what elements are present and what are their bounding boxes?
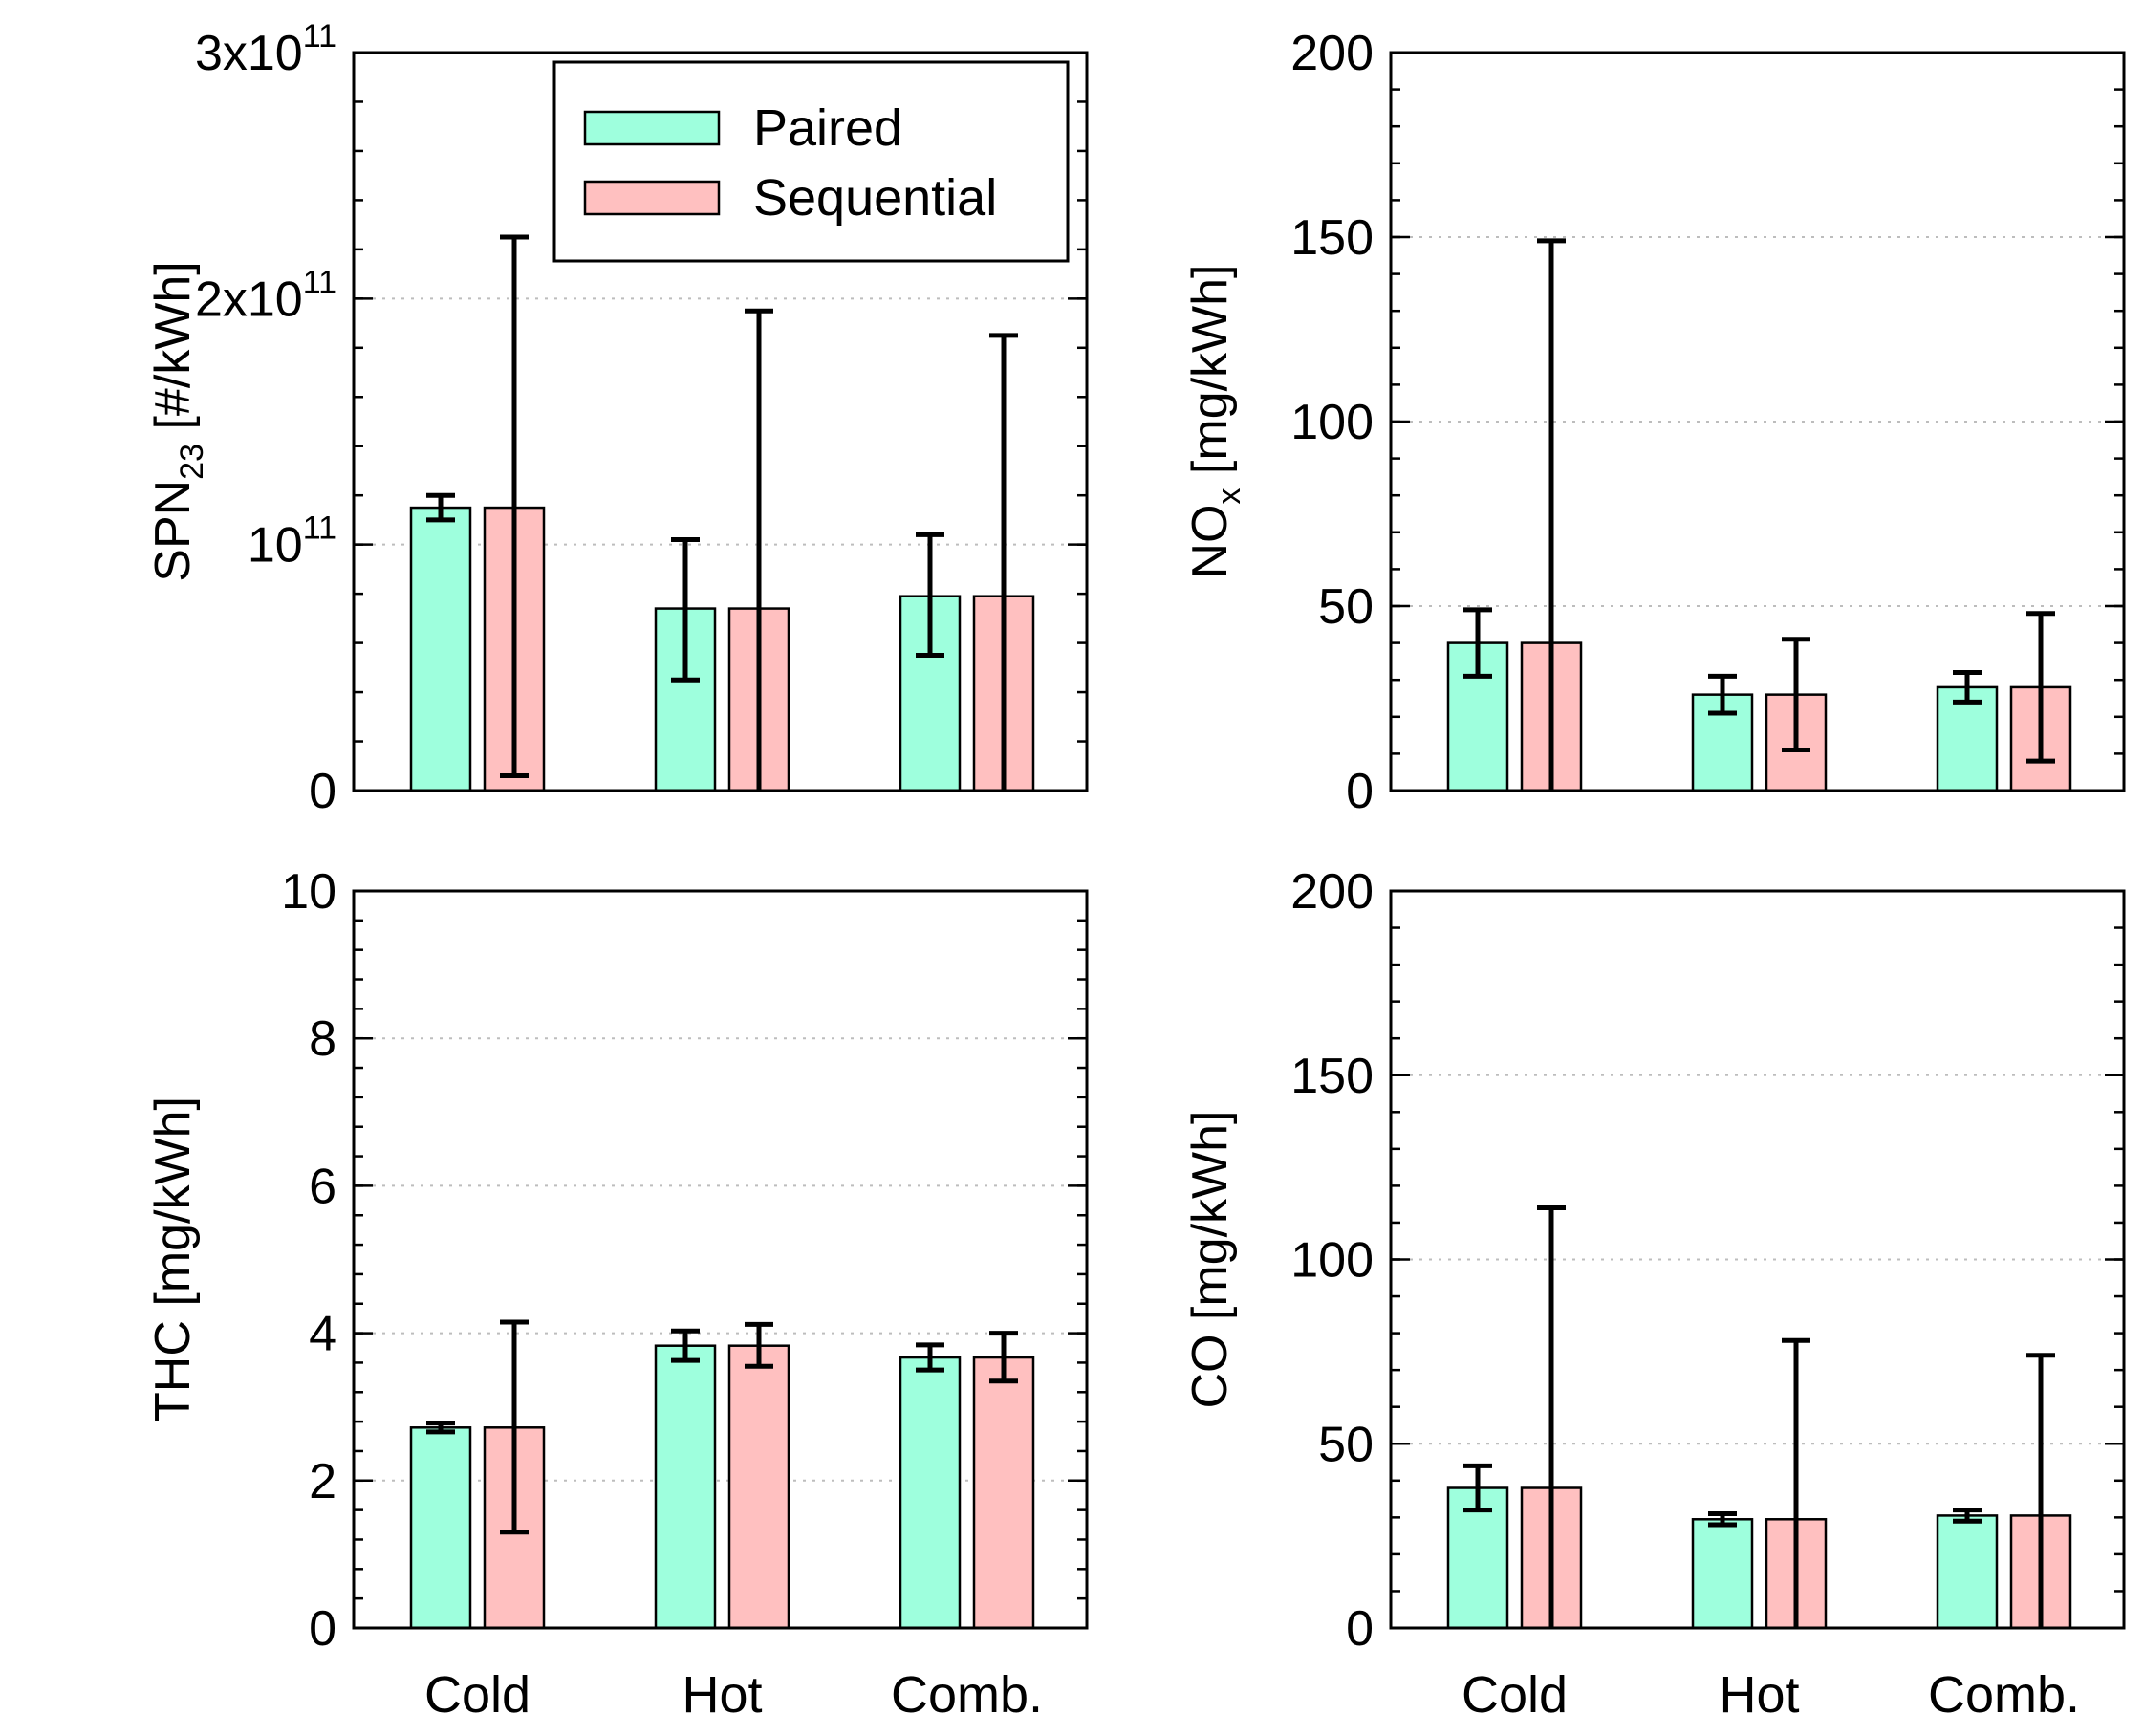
spn-panel: 0 1011 2x1011 3x1011 SPN23 [#/kWh] — [145, 18, 1089, 819]
spn-ytick-label: 0 — [309, 764, 336, 819]
nox-bar-paired-comb — [1936, 685, 1999, 792]
legend-swatch-paired — [583, 110, 721, 146]
co-plot-frame — [1389, 889, 2126, 1630]
legend-label-sequential: Sequential — [753, 169, 997, 227]
thc-ytick-label: 2 — [309, 1454, 336, 1509]
nox-ylabel: NOx [mg/kWh] — [1182, 264, 1247, 578]
spn-bar-paired-cold — [409, 506, 472, 792]
nox-ytick-label: 50 — [1318, 579, 1374, 635]
thc-bar-paired-hot — [654, 1344, 717, 1630]
thc-ytick-label: 6 — [309, 1159, 336, 1214]
thc-bar-sequential-comb — [972, 1356, 1035, 1630]
thc-bar-paired-comb — [899, 1356, 962, 1630]
thc-category-label: Comb. — [891, 1666, 1043, 1724]
co-ytick-label: 0 — [1346, 1601, 1374, 1657]
co-ylabel: CO [mg/kWh] — [1182, 1110, 1238, 1408]
thc-bar-sequential-hot — [727, 1344, 790, 1630]
thc-category-label: Cold — [424, 1666, 531, 1724]
thc-panel: 0 2 4 6 8 10 THC [mg/kWh] Cold Hot Comb. — [145, 864, 1089, 1724]
thc-ytick-label: 8 — [309, 1011, 336, 1067]
spn-plot-frame — [352, 51, 1089, 792]
co-bar-paired-hot — [1691, 1518, 1754, 1630]
thc-ytick-label: 4 — [309, 1307, 336, 1362]
legend-box — [552, 60, 1070, 263]
thc-ytick-label: 0 — [309, 1601, 336, 1657]
legend-label-paired: Paired — [753, 99, 902, 157]
thc-category-label: Hot — [682, 1666, 762, 1724]
spn-ytick-label: 2x1011 — [195, 264, 336, 327]
nox-ytick-label: 150 — [1290, 210, 1374, 266]
thc-bar-paired-cold — [409, 1426, 472, 1630]
nox-ytick-label: 200 — [1290, 26, 1374, 81]
legend-swatch-sequential — [583, 180, 721, 216]
nox-panel: 0 50 100 150 200 NOx [mg/kWh] — [1182, 26, 2126, 819]
spn-ytick-label: 1011 — [248, 510, 336, 574]
spn-ylabel: SPN23 [#/kWh] — [145, 261, 210, 581]
spn-ytick-label: 3x1011 — [195, 18, 336, 81]
co-ytick-label: 150 — [1290, 1049, 1374, 1104]
co-ytick-label: 200 — [1290, 864, 1374, 920]
nox-ytick-label: 0 — [1346, 764, 1374, 819]
co-category-label: Cold — [1462, 1666, 1568, 1724]
nox-ytick-label: 100 — [1290, 395, 1374, 450]
thc-plot-frame — [352, 889, 1089, 1630]
co-panel: 0 50 100 150 200 CO [mg/kWh] Cold Hot Comb. — [1182, 864, 2126, 1724]
thc-ylabel: THC [mg/kWh] — [145, 1096, 201, 1422]
nox-plot-frame — [1389, 51, 2126, 792]
co-category-label: Hot — [1719, 1666, 1799, 1724]
thc-ytick-label: 10 — [281, 864, 336, 920]
co-category-label: Comb. — [1928, 1666, 2080, 1724]
co-bar-paired-comb — [1936, 1514, 1999, 1630]
co-ytick-label: 100 — [1290, 1233, 1374, 1289]
legend: Paired Sequential — [552, 60, 1070, 263]
co-ytick-label: 50 — [1318, 1417, 1374, 1472]
